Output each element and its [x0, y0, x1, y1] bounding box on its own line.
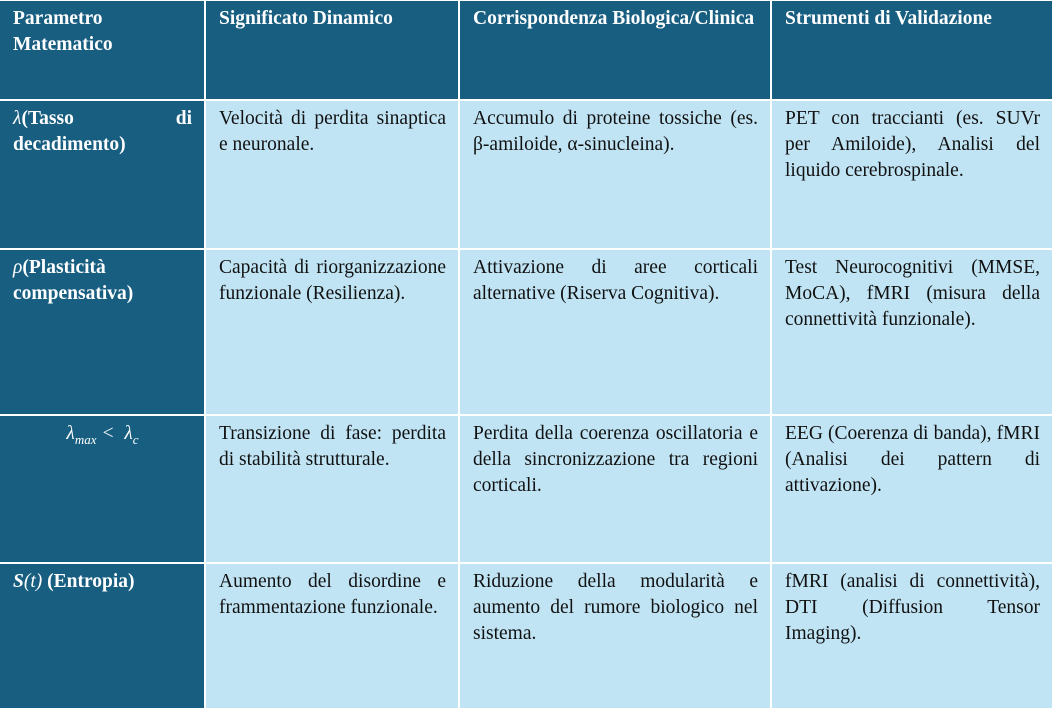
param-cell: ρ(Plasticità compensativa) — [0, 248, 206, 416]
biological-cell: Attivazione di aree corticali alternativ… — [458, 248, 772, 416]
param-symbol: S — [13, 571, 24, 592]
table-row: λ(Tasso di decadimento) Velocità di perd… — [0, 99, 1052, 250]
param-cell: λ(Tasso di decadimento) — [0, 99, 206, 250]
param-symbol: λ — [13, 108, 22, 129]
table-row: λmax < λc Transizione di fase: perdita d… — [0, 414, 1052, 564]
tools-cell: Test Neurocognitivi (MMSE, MoCA), fMRI (… — [770, 248, 1052, 416]
param-argument: (t) — [23, 571, 43, 592]
header-param: Parametro Matematico — [0, 1, 206, 101]
table-row: S(t) (Entropia) Aumento del disordine e … — [0, 562, 1052, 710]
param-operator: < λ — [96, 423, 133, 444]
header-biological: Corrispondenza Biologica/Clinica — [458, 1, 772, 101]
param-cell: λmax < λc — [0, 414, 206, 564]
dynamic-cell: Transizione di fase: perdita di stabilit… — [204, 414, 460, 564]
param-cell: S(t) (Entropia) — [0, 562, 206, 710]
dynamic-cell: Velocità di perdita sinaptica e neuronal… — [204, 99, 460, 250]
param-label: (Plasticità compensativa) — [13, 257, 134, 304]
param-symbol: ρ — [13, 257, 23, 278]
biological-cell: Accumulo di proteine tossiche (es. β-ami… — [458, 99, 772, 250]
tools-cell: PET con traccianti (es. SUVr per Amiloid… — [770, 99, 1052, 250]
header-dynamic: Significato Dinamico — [204, 1, 460, 101]
header-tools: Strumenti di Validazione — [770, 1, 1052, 101]
table-row: ρ(Plasticità compensativa) Capacità di r… — [0, 248, 1052, 416]
biological-cell: Perdita della coerenza oscillatoria e de… — [458, 414, 772, 564]
header-row: Parametro Matematico Significato Dinamic… — [0, 1, 1052, 101]
param-symbol: λ — [66, 423, 75, 444]
param-label: (Entropia) — [42, 571, 135, 592]
dynamic-cell: Aumento del disordine e frammentazione f… — [204, 562, 460, 710]
dynamic-cell: Capacità di riorganizzazione funzionale … — [204, 248, 460, 416]
tools-cell: EEG (Coerenza di banda), fMRI (Analisi d… — [770, 414, 1052, 564]
param-subscript: c — [132, 431, 139, 447]
tools-cell: fMRI (analisi di connettività), DTI (Dif… — [770, 562, 1052, 710]
param-label: (Tasso di decadimento) — [13, 108, 192, 155]
param-subscript: max — [74, 431, 97, 447]
biological-cell: Riduzione della modularità e aumento del… — [458, 562, 772, 710]
